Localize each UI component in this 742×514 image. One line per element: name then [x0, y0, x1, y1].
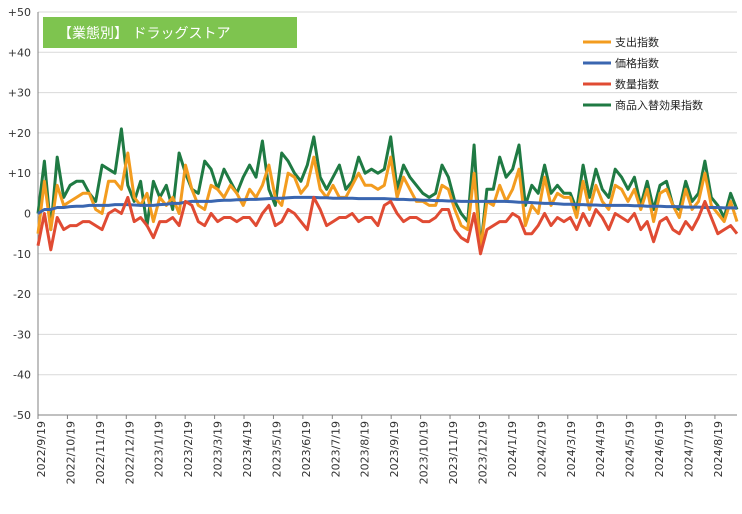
y-tick-label: -50	[13, 409, 31, 422]
x-tick-label: 2024/5/19	[624, 421, 637, 477]
x-tick-label: 2023/4/19	[241, 421, 254, 477]
x-tick-label: 2024/2/19	[535, 421, 548, 477]
y-tick-label: -40	[13, 369, 31, 382]
x-tick-label: 2023/12/19	[476, 421, 489, 484]
x-tick-label: 2023/9/19	[388, 421, 401, 477]
x-tick-label: 2023/8/19	[359, 421, 372, 477]
y-axis-tick-labels: +50 +40 +30 +20 +10 0 -10 -20 -30 -40 -50	[8, 6, 31, 422]
x-tick-label: 2022/10/19	[64, 421, 77, 484]
chart-title-background	[43, 17, 297, 48]
x-tick-label: 2023/1/19	[153, 421, 166, 477]
x-tick-label: 2023/2/19	[182, 421, 195, 477]
x-tick-label: 2024/7/19	[682, 421, 695, 477]
legend-label: 商品入替効果指数	[615, 98, 703, 112]
x-tick-label: 2022/9/19	[35, 421, 48, 477]
chart-title-box: 【業態別】 ドラッグストア	[43, 17, 297, 48]
x-tick-label: 2023/7/19	[329, 421, 342, 477]
chart-title: 【業態別】 ドラッグストア	[58, 26, 230, 42]
x-tick-label: 2024/1/19	[506, 421, 519, 477]
y-tick-label: -10	[13, 248, 31, 261]
legend-label: 数量指数	[615, 77, 659, 91]
y-tick-label: +20	[8, 127, 31, 140]
grid-lines	[38, 11, 737, 416]
y-tick-label: +40	[8, 46, 31, 59]
x-tick-label: 2023/10/19	[418, 421, 431, 484]
series-line-3	[36, 127, 739, 252]
x-tick-label: 2023/6/19	[300, 421, 313, 477]
x-tick-label: 2023/11/19	[447, 421, 460, 484]
x-tick-label: 2024/4/19	[594, 421, 607, 477]
series-line-1	[37, 195, 737, 215]
y-tick-label: 0	[24, 208, 31, 221]
x-tick-label: 2023/3/19	[212, 421, 225, 477]
x-tick-label: 2024/8/19	[712, 421, 725, 477]
legend-label: 価格指数	[615, 56, 659, 70]
series-line-2	[36, 195, 739, 256]
series-line-0	[36, 151, 739, 252]
series-lines	[36, 127, 739, 256]
x-tick-label: 2024/3/19	[565, 421, 578, 477]
y-tick-label: +30	[8, 87, 31, 100]
y-tick-label: +50	[8, 6, 31, 19]
x-tick-label: 2022/11/19	[94, 421, 107, 484]
y-tick-label: +10	[8, 167, 31, 180]
y-tick-label: -30	[13, 328, 31, 341]
x-tick-label: 2024/6/19	[653, 421, 666, 477]
y-tick-label: -20	[13, 288, 31, 301]
x-axis-tick-labels: 2022/9/19 2022/10/19 2022/11/19 2022/12/19 2…	[35, 415, 725, 484]
x-tick-label: 2022/12/19	[123, 421, 136, 484]
legend-label: 支出指数	[615, 35, 659, 49]
x-tick-label: 2023/5/19	[270, 421, 283, 477]
